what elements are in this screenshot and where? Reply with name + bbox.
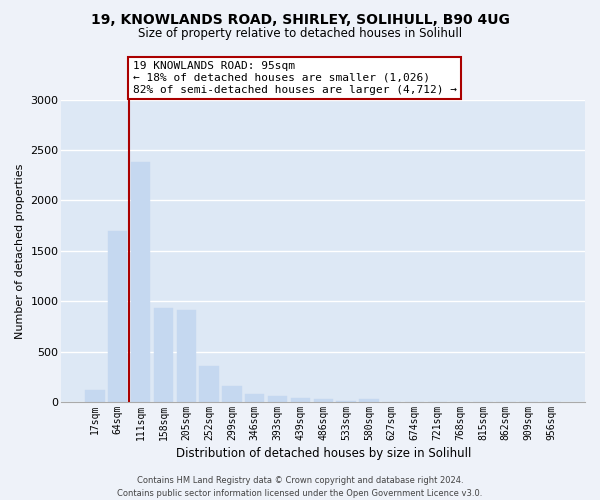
X-axis label: Distribution of detached houses by size in Solihull: Distribution of detached houses by size … [176,447,471,460]
Text: 19 KNOWLANDS ROAD: 95sqm
← 18% of detached houses are smaller (1,026)
82% of sem: 19 KNOWLANDS ROAD: 95sqm ← 18% of detach… [133,62,457,94]
Bar [131,162,151,402]
Bar [291,398,310,402]
Text: Size of property relative to detached houses in Solihull: Size of property relative to detached ho… [138,28,462,40]
Bar [176,310,196,402]
Bar [314,399,333,402]
Bar [154,308,173,402]
Bar [245,394,265,402]
Bar [85,390,104,402]
Bar [268,396,287,402]
Text: Contains HM Land Registry data © Crown copyright and database right 2024.
Contai: Contains HM Land Registry data © Crown c… [118,476,482,498]
Bar [222,386,242,402]
Bar [108,230,127,402]
Bar [337,401,356,402]
Text: 19, KNOWLANDS ROAD, SHIRLEY, SOLIHULL, B90 4UG: 19, KNOWLANDS ROAD, SHIRLEY, SOLIHULL, B… [91,12,509,26]
Bar [199,366,219,402]
Y-axis label: Number of detached properties: Number of detached properties [15,163,25,338]
Bar [359,399,379,402]
